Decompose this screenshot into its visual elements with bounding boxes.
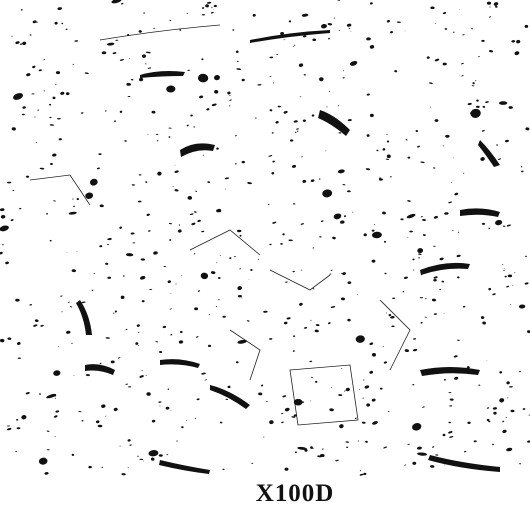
- micrograph: [0, 0, 530, 480]
- speck: [237, 230, 241, 232]
- background: [0, 0, 530, 480]
- speck: [445, 135, 449, 138]
- speck: [508, 275, 512, 278]
- speck: [295, 451, 297, 453]
- speck: [391, 326, 394, 328]
- speck: [139, 30, 142, 33]
- speck: [372, 230, 375, 232]
- speck: [489, 7, 490, 8]
- speck: [294, 399, 303, 406]
- caption: X100D: [0, 480, 530, 508]
- speck: [269, 244, 271, 245]
- speck: [72, 199, 74, 200]
- page: {"caption": "X100D"} X100D (() => { cons…: [0, 0, 530, 516]
- speck: [202, 14, 205, 15]
- speck: [85, 194, 87, 195]
- speck: [250, 269, 252, 271]
- speck: [180, 331, 183, 333]
- speck: [74, 375, 75, 376]
- speck: [412, 462, 416, 465]
- speck: [143, 461, 144, 462]
